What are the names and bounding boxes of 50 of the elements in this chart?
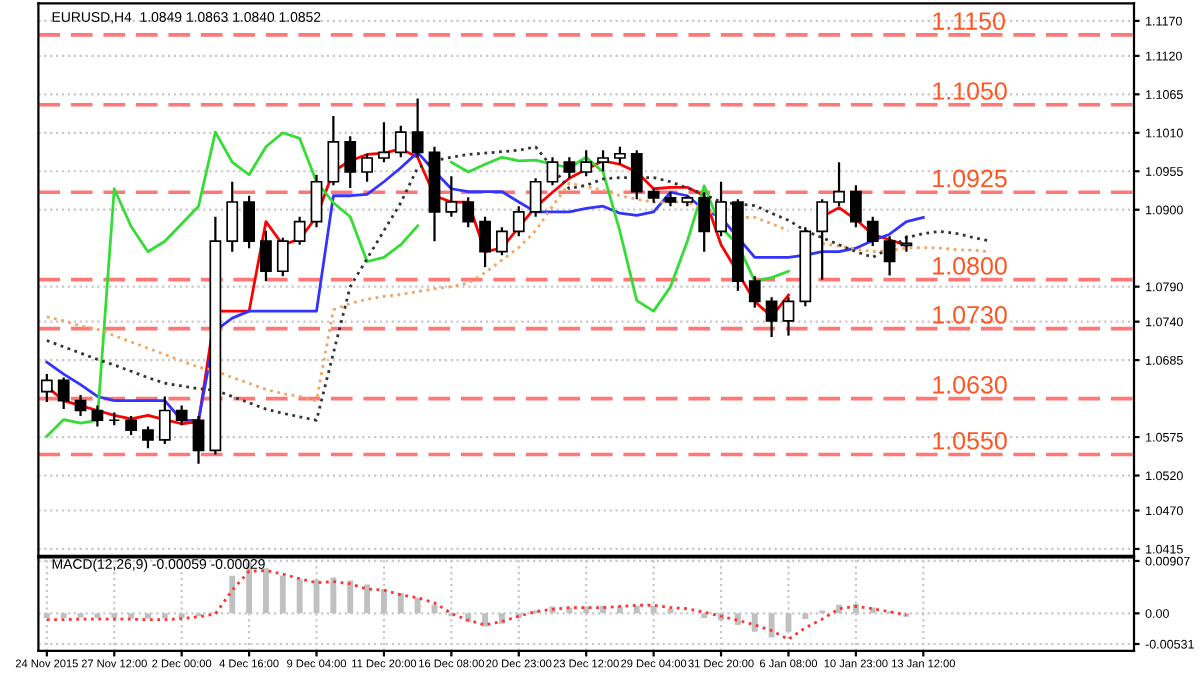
candlestick: [782, 296, 795, 337]
candlestick: [580, 149, 593, 178]
candlestick: [192, 414, 205, 465]
ref-line-label: 1.1150: [933, 12, 1005, 30]
candlestick: [496, 226, 508, 257]
ref-line-label: 1.0925: [933, 169, 1007, 188]
candlestick: [175, 404, 188, 427]
candlestick: [563, 156, 576, 180]
candlestick: [394, 124, 407, 159]
candlestick: [445, 175, 458, 218]
candlestick: [512, 205, 525, 238]
candlestick: [158, 395, 171, 446]
candlestick: [866, 215, 879, 248]
candlestick: [479, 215, 491, 269]
candlestick: [344, 135, 357, 190]
line-series: [45, 569, 908, 641]
candlestick: [91, 404, 104, 428]
candlestick: [529, 177, 542, 218]
candlestick: [883, 235, 896, 277]
candlestick: [74, 393, 87, 418]
candlestick: [260, 229, 272, 283]
candlestick: [361, 152, 373, 183]
candlestick: [142, 425, 154, 450]
candlestick: [833, 161, 845, 208]
candlestick: [765, 296, 778, 339]
candlestick: [849, 184, 862, 229]
candlestick: [900, 234, 913, 253]
candlestick: [411, 97, 424, 159]
ref-line-label: 1.0630: [933, 375, 1007, 394]
candlestick: [816, 198, 829, 281]
candlestick: [597, 149, 609, 173]
ref-line-label: 1.0550: [933, 431, 1007, 450]
candlestick: [378, 121, 390, 164]
ref-line-label: 1.0730: [933, 305, 1007, 324]
candlestick: [715, 180, 727, 238]
ref-line-label: 1.1050: [933, 82, 1007, 100]
candlestick: [630, 149, 643, 201]
candlestick: [226, 180, 239, 253]
candlestick: [462, 196, 475, 229]
candlestick: [57, 376, 70, 411]
candlestick: [293, 215, 306, 246]
candlestick: [243, 194, 255, 250]
candlestick: [327, 114, 340, 187]
candlestick: [125, 414, 137, 437]
ref-line-label: 1.0800: [933, 257, 1007, 275]
candlestick: [698, 191, 711, 253]
candlestick: [546, 156, 559, 187]
candlestick: [276, 236, 289, 278]
candlestick: [310, 173, 323, 229]
candlestick: [748, 275, 761, 309]
